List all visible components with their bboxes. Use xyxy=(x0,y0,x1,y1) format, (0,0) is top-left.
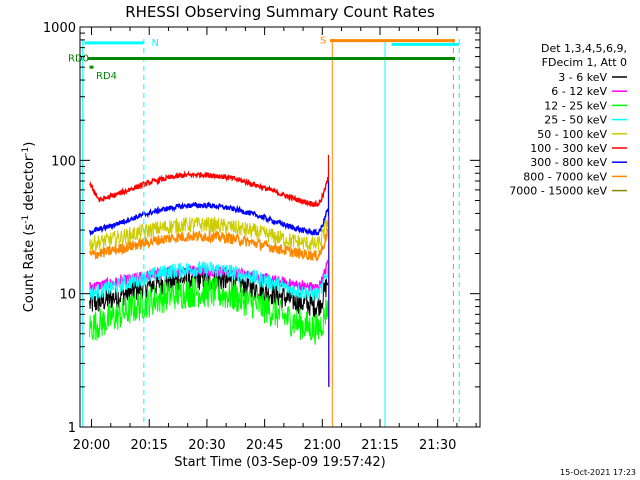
y-tick-label-3: 1000 xyxy=(43,21,76,36)
series-line-3 xyxy=(89,261,329,302)
x-tick-label-3: 20:45 xyxy=(246,438,283,453)
plot-frame xyxy=(79,26,481,428)
flag-label-3: RD4 xyxy=(96,71,117,82)
legend-label-0: 3 - 6 keV xyxy=(558,71,607,84)
y-axis-label: Count Rate (s-1 detector-1) xyxy=(21,142,37,313)
legend: Det 1,3,4,5,6,9, FDecim 1, Att 0 3 - 6 k… xyxy=(509,42,627,198)
y-tick-label-0: 1 xyxy=(68,421,76,436)
timestamp: 15-Oct-2021 17:23 xyxy=(560,468,636,477)
series-line-7 xyxy=(88,228,329,262)
legend-label-1: 6 - 12 keV xyxy=(551,85,607,98)
x-tick-label-5: 21:15 xyxy=(361,438,398,453)
flag-label-1: S xyxy=(320,36,326,47)
legend-header-2: FDecim 1, Att 0 xyxy=(542,56,627,69)
event-lines xyxy=(82,39,460,427)
series-line-5 xyxy=(89,170,329,208)
legend-label-2: 12 - 25 keV xyxy=(544,99,607,112)
x-axis: 20:00 20:15 20:30 20:45 21:00 21:15 21:30 xyxy=(73,27,477,453)
series-layer xyxy=(88,154,331,387)
x-tick-label-4: 21:00 xyxy=(304,438,341,453)
y-tick-label-1: 10 xyxy=(59,288,76,303)
legend-label-5: 100 - 300 keV xyxy=(530,142,607,155)
legend-label-6: 300 - 800 keV xyxy=(530,156,607,169)
flag-label-0: N xyxy=(151,38,158,49)
series-line-2 xyxy=(89,275,329,345)
x-axis-label: Start Time (03-Sep-09 19:57:42) xyxy=(174,455,385,470)
legend-label-3: 25 - 50 keV xyxy=(544,114,607,127)
x-tick-label-2: 20:30 xyxy=(188,438,225,453)
chart-title: RHESSI Observing Summary Count Rates xyxy=(125,3,435,21)
x-tick-label-0: 20:00 xyxy=(73,438,110,453)
series-line-4 xyxy=(89,216,329,253)
x-tick-label-1: 20:15 xyxy=(130,438,167,453)
flag-bars: N S RD0 RD4 xyxy=(68,36,459,82)
legend-header-1: Det 1,3,4,5,6,9, xyxy=(541,42,627,55)
legend-label-4: 50 - 100 keV xyxy=(537,128,607,141)
legend-label-7: 800 - 7000 keV xyxy=(523,170,607,183)
series-line-6 xyxy=(88,201,329,237)
y-tick-label-2: 100 xyxy=(51,154,76,169)
flag-label-2: RD0 xyxy=(68,54,89,65)
x-tick-label-6: 21:30 xyxy=(419,438,456,453)
y-axis: 1 10 100 1000 xyxy=(43,21,480,436)
legend-label-8: 7000 - 15000 keV xyxy=(509,185,607,198)
